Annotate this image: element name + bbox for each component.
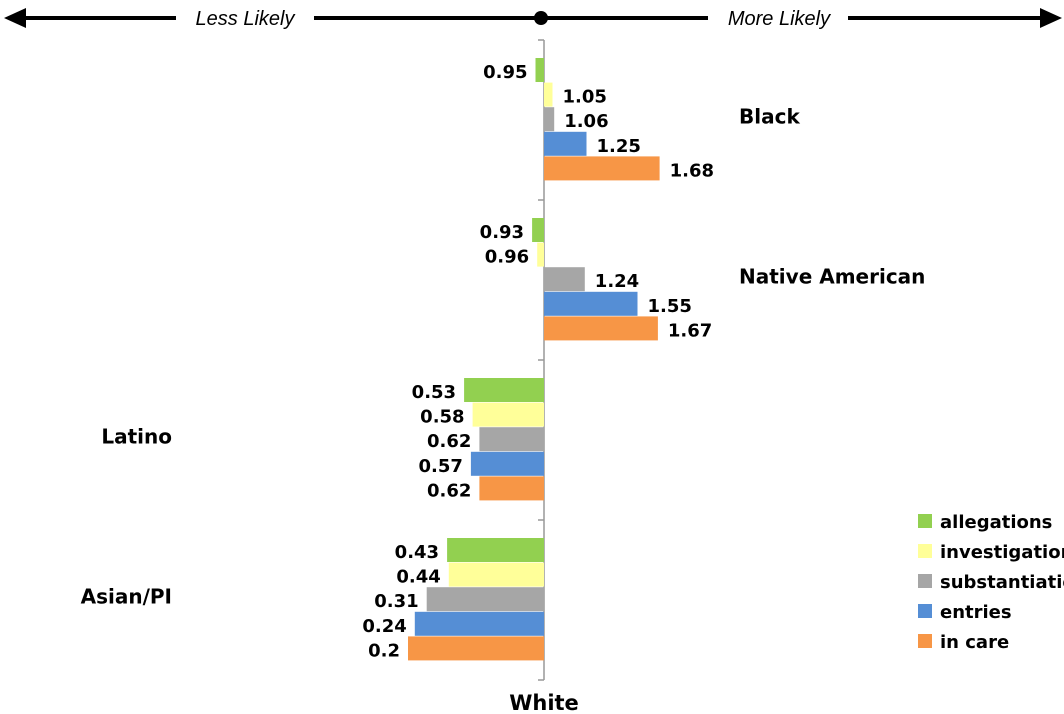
- bar-asian-pi-investigations: [448, 562, 544, 587]
- value-label-native-american-in-care: 1.67: [668, 320, 712, 341]
- bar-native-american-investigations: [537, 242, 544, 267]
- legend-label-allegations: allegations: [940, 512, 1052, 533]
- legend-swatch-entries: [918, 604, 932, 618]
- value-label-asian-pi-in-care: 0.2: [368, 640, 400, 661]
- bar-black-investigations: [544, 82, 553, 107]
- legend-label-entries: entries: [940, 602, 1012, 623]
- value-label-native-american-investigations: 0.96: [485, 247, 529, 268]
- value-label-latino-allegations: 0.53: [412, 382, 456, 403]
- right-arrow-icon: [1040, 8, 1062, 28]
- baseline-label: White: [509, 691, 579, 714]
- value-label-asian-pi-investigations: 0.44: [396, 567, 440, 588]
- value-label-native-american-entries: 1.55: [648, 296, 692, 317]
- legend-swatch-in-care: [918, 634, 932, 648]
- value-label-asian-pi-substantiations: 0.31: [374, 591, 418, 612]
- category-label-black: Black: [739, 105, 800, 129]
- value-label-black-investigations: 1.05: [563, 87, 607, 108]
- value-label-asian-pi-allegations: 0.43: [395, 542, 439, 563]
- bar-native-american-in-care: [544, 316, 658, 341]
- bar-latino-entries: [470, 451, 544, 476]
- value-label-black-allegations: 0.95: [483, 62, 527, 83]
- bar-latino-substantiations: [479, 427, 544, 452]
- bar-latino-investigations: [472, 402, 544, 427]
- category-label-latino: Latino: [101, 425, 172, 449]
- bar-black-in-care: [544, 156, 660, 181]
- bar-native-american-substantiations: [544, 267, 585, 292]
- legend-label-in-care: in care: [940, 632, 1009, 653]
- category-label-asian-pi: Asian/PI: [81, 585, 172, 609]
- bar-asian-pi-substantiations: [426, 587, 544, 612]
- bar-native-american-entries: [544, 291, 638, 316]
- value-label-latino-in-care: 0.62: [427, 480, 471, 501]
- value-labels: 0.95 1.05 1.06 1.25 1.68 0.93 0.96 1.24 1.55 1.67…: [362, 62, 714, 661]
- legend-swatch-investigations: [918, 544, 932, 558]
- legend: allegations investigations substantiations…: [918, 512, 1064, 653]
- bars: [408, 58, 660, 661]
- legend-label-substantiations: substantiations: [940, 572, 1064, 593]
- value-label-asian-pi-entries: 0.24: [362, 616, 406, 637]
- bar-black-substantiations: [544, 107, 555, 132]
- value-label-black-entries: 1.25: [597, 136, 641, 157]
- legend-swatch-substantiations: [918, 574, 932, 588]
- value-label-native-american-allegations: 0.93: [480, 222, 524, 243]
- legend-swatch-allegations: [918, 514, 932, 528]
- bar-asian-pi-in-care: [408, 636, 544, 661]
- bar-native-american-allegations: [532, 218, 544, 242]
- less-likely-label: Less Likely: [196, 8, 296, 30]
- bar-latino-allegations: [464, 378, 544, 402]
- value-label-latino-substantiations: 0.62: [427, 431, 471, 452]
- bar-latino-in-care: [479, 476, 544, 501]
- category-label-native-american: Native American: [739, 265, 925, 289]
- bar-asian-pi-entries: [414, 611, 544, 636]
- value-label-native-american-substantiations: 1.24: [595, 271, 639, 292]
- likelihood-scale: Less Likely More Likely: [4, 8, 1062, 30]
- value-label-black-in-care: 1.68: [670, 160, 714, 181]
- bar-asian-pi-allegations: [447, 538, 544, 562]
- bar-black-allegations: [535, 58, 544, 82]
- more-likely-label: More Likely: [728, 8, 831, 30]
- value-label-latino-entries: 0.57: [418, 456, 462, 477]
- value-label-black-substantiations: 1.06: [564, 111, 608, 132]
- category-labels: Black Native American Latino Asian/PI: [81, 105, 926, 609]
- legend-label-investigations: investigations: [940, 542, 1064, 563]
- bar-black-entries: [544, 131, 587, 156]
- value-label-latino-investigations: 0.58: [420, 407, 464, 428]
- left-arrow-icon: [4, 8, 26, 28]
